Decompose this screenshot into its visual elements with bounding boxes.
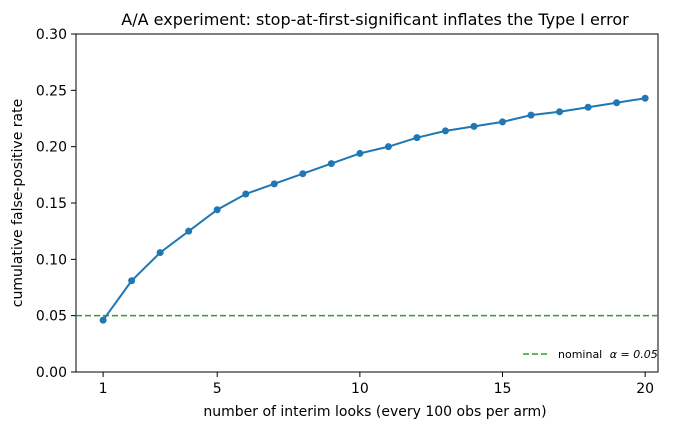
data-point bbox=[441, 127, 449, 135]
y-tick-label: 0.20 bbox=[36, 140, 67, 156]
data-point bbox=[185, 227, 193, 235]
data-point bbox=[356, 149, 364, 157]
data-point bbox=[413, 134, 421, 142]
plot-area: 1 5 10 15 20 0.000.050.100.150.200.250.30 bbox=[36, 27, 659, 397]
data-point bbox=[613, 99, 621, 107]
data-point bbox=[584, 103, 592, 111]
y-axis-label: cumulative false-positive rate bbox=[10, 99, 26, 307]
series-line bbox=[102, 97, 646, 321]
data-point bbox=[213, 206, 221, 214]
x-tick-label: 20 bbox=[636, 381, 654, 397]
data-point bbox=[384, 143, 392, 151]
legend-label: nominal α = 0.05 bbox=[558, 348, 658, 361]
x-tick-label: 1 bbox=[99, 381, 108, 397]
data-point bbox=[299, 170, 307, 178]
data-point bbox=[270, 180, 278, 188]
data-point bbox=[128, 277, 136, 285]
data-point bbox=[156, 249, 164, 257]
x-tick-label: 5 bbox=[213, 381, 222, 397]
data-point bbox=[327, 160, 335, 168]
y-tick-label: 0.10 bbox=[36, 252, 67, 268]
y-tick-label: 0.05 bbox=[36, 309, 67, 325]
legend-label-prefix: nominal bbox=[558, 348, 602, 361]
y-tick-label: 0.00 bbox=[36, 365, 67, 381]
y-tick-label: 0.25 bbox=[36, 83, 67, 99]
y-tick-label: 0.30 bbox=[36, 27, 67, 43]
data-point bbox=[99, 316, 107, 324]
data-point bbox=[527, 111, 535, 119]
data-point bbox=[641, 94, 649, 102]
y-tick-label: 0.15 bbox=[36, 196, 67, 212]
y-axis: 0.00 0.05 0.10 0.15 0.20 0.25 0.30 bbox=[36, 27, 76, 381]
chart-title: A/A experiment: stop-at-first-significan… bbox=[121, 10, 629, 29]
x-tick-label: 15 bbox=[494, 381, 512, 397]
data-point bbox=[470, 122, 478, 130]
data-point bbox=[499, 118, 507, 126]
data-point bbox=[242, 190, 250, 198]
plot-frame bbox=[75, 33, 659, 373]
data-points bbox=[99, 94, 649, 324]
x-tick-label: 10 bbox=[351, 381, 369, 397]
data-point bbox=[556, 108, 564, 116]
legend-label-symbol: α = 0.05 bbox=[610, 348, 658, 361]
x-axis: 1 5 10 15 20 bbox=[99, 372, 654, 397]
x-axis-label: number of interim looks (every 100 obs p… bbox=[203, 404, 546, 420]
legend: nominal α = 0.05 bbox=[523, 348, 658, 361]
